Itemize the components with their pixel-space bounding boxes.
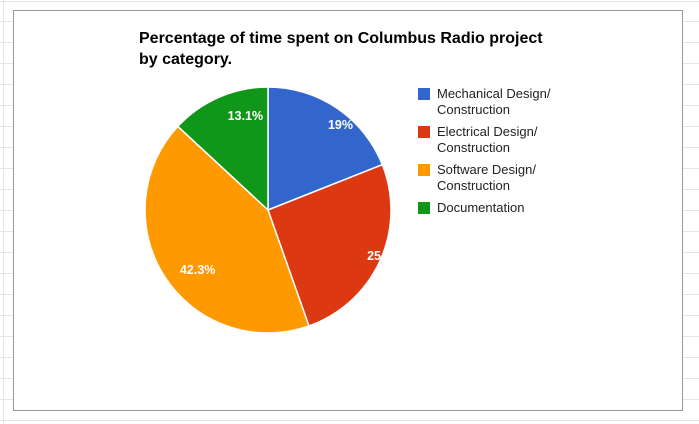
svg-text:25.6%: 25.6% (367, 249, 402, 263)
svg-text:19%: 19% (328, 118, 353, 132)
svg-text:13.1%: 13.1% (228, 109, 263, 123)
svg-text:42.3%: 42.3% (180, 263, 215, 277)
